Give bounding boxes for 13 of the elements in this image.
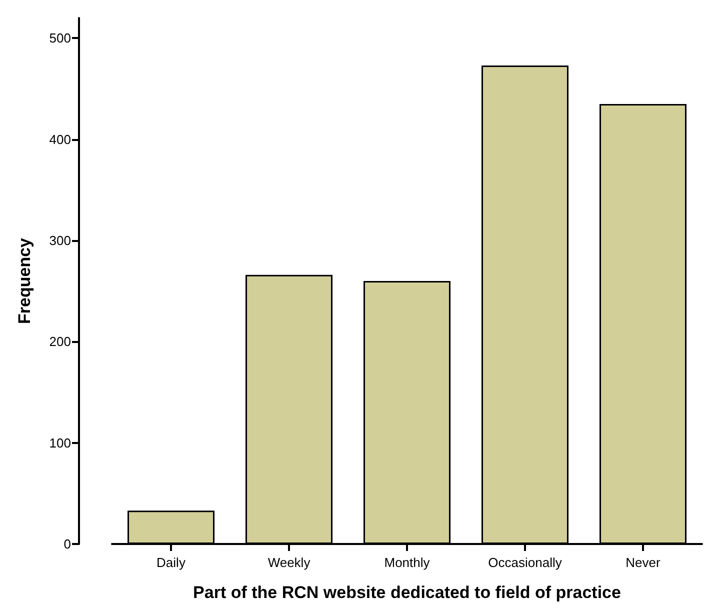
y-axis-title: Frequency [15, 237, 34, 324]
y-tick-label: 400 [49, 132, 71, 147]
x-tick-label: Monthly [384, 555, 430, 570]
y-tick-label: 200 [49, 334, 71, 350]
y-tick-label: 0 [64, 536, 71, 552]
y-tick-label: 100 [49, 435, 71, 450]
x-tick-label: Daily [156, 555, 186, 570]
x-tick-label: Occasionally [488, 555, 562, 570]
x-axis-title: Part of the RCN website dedicated to field of practice [193, 583, 621, 602]
x-tick-label: Weekly [268, 555, 311, 570]
y-tick-label: 300 [49, 233, 71, 248]
y-tick-label: 500 [49, 30, 71, 46]
x-tick-label: Never [626, 555, 662, 570]
